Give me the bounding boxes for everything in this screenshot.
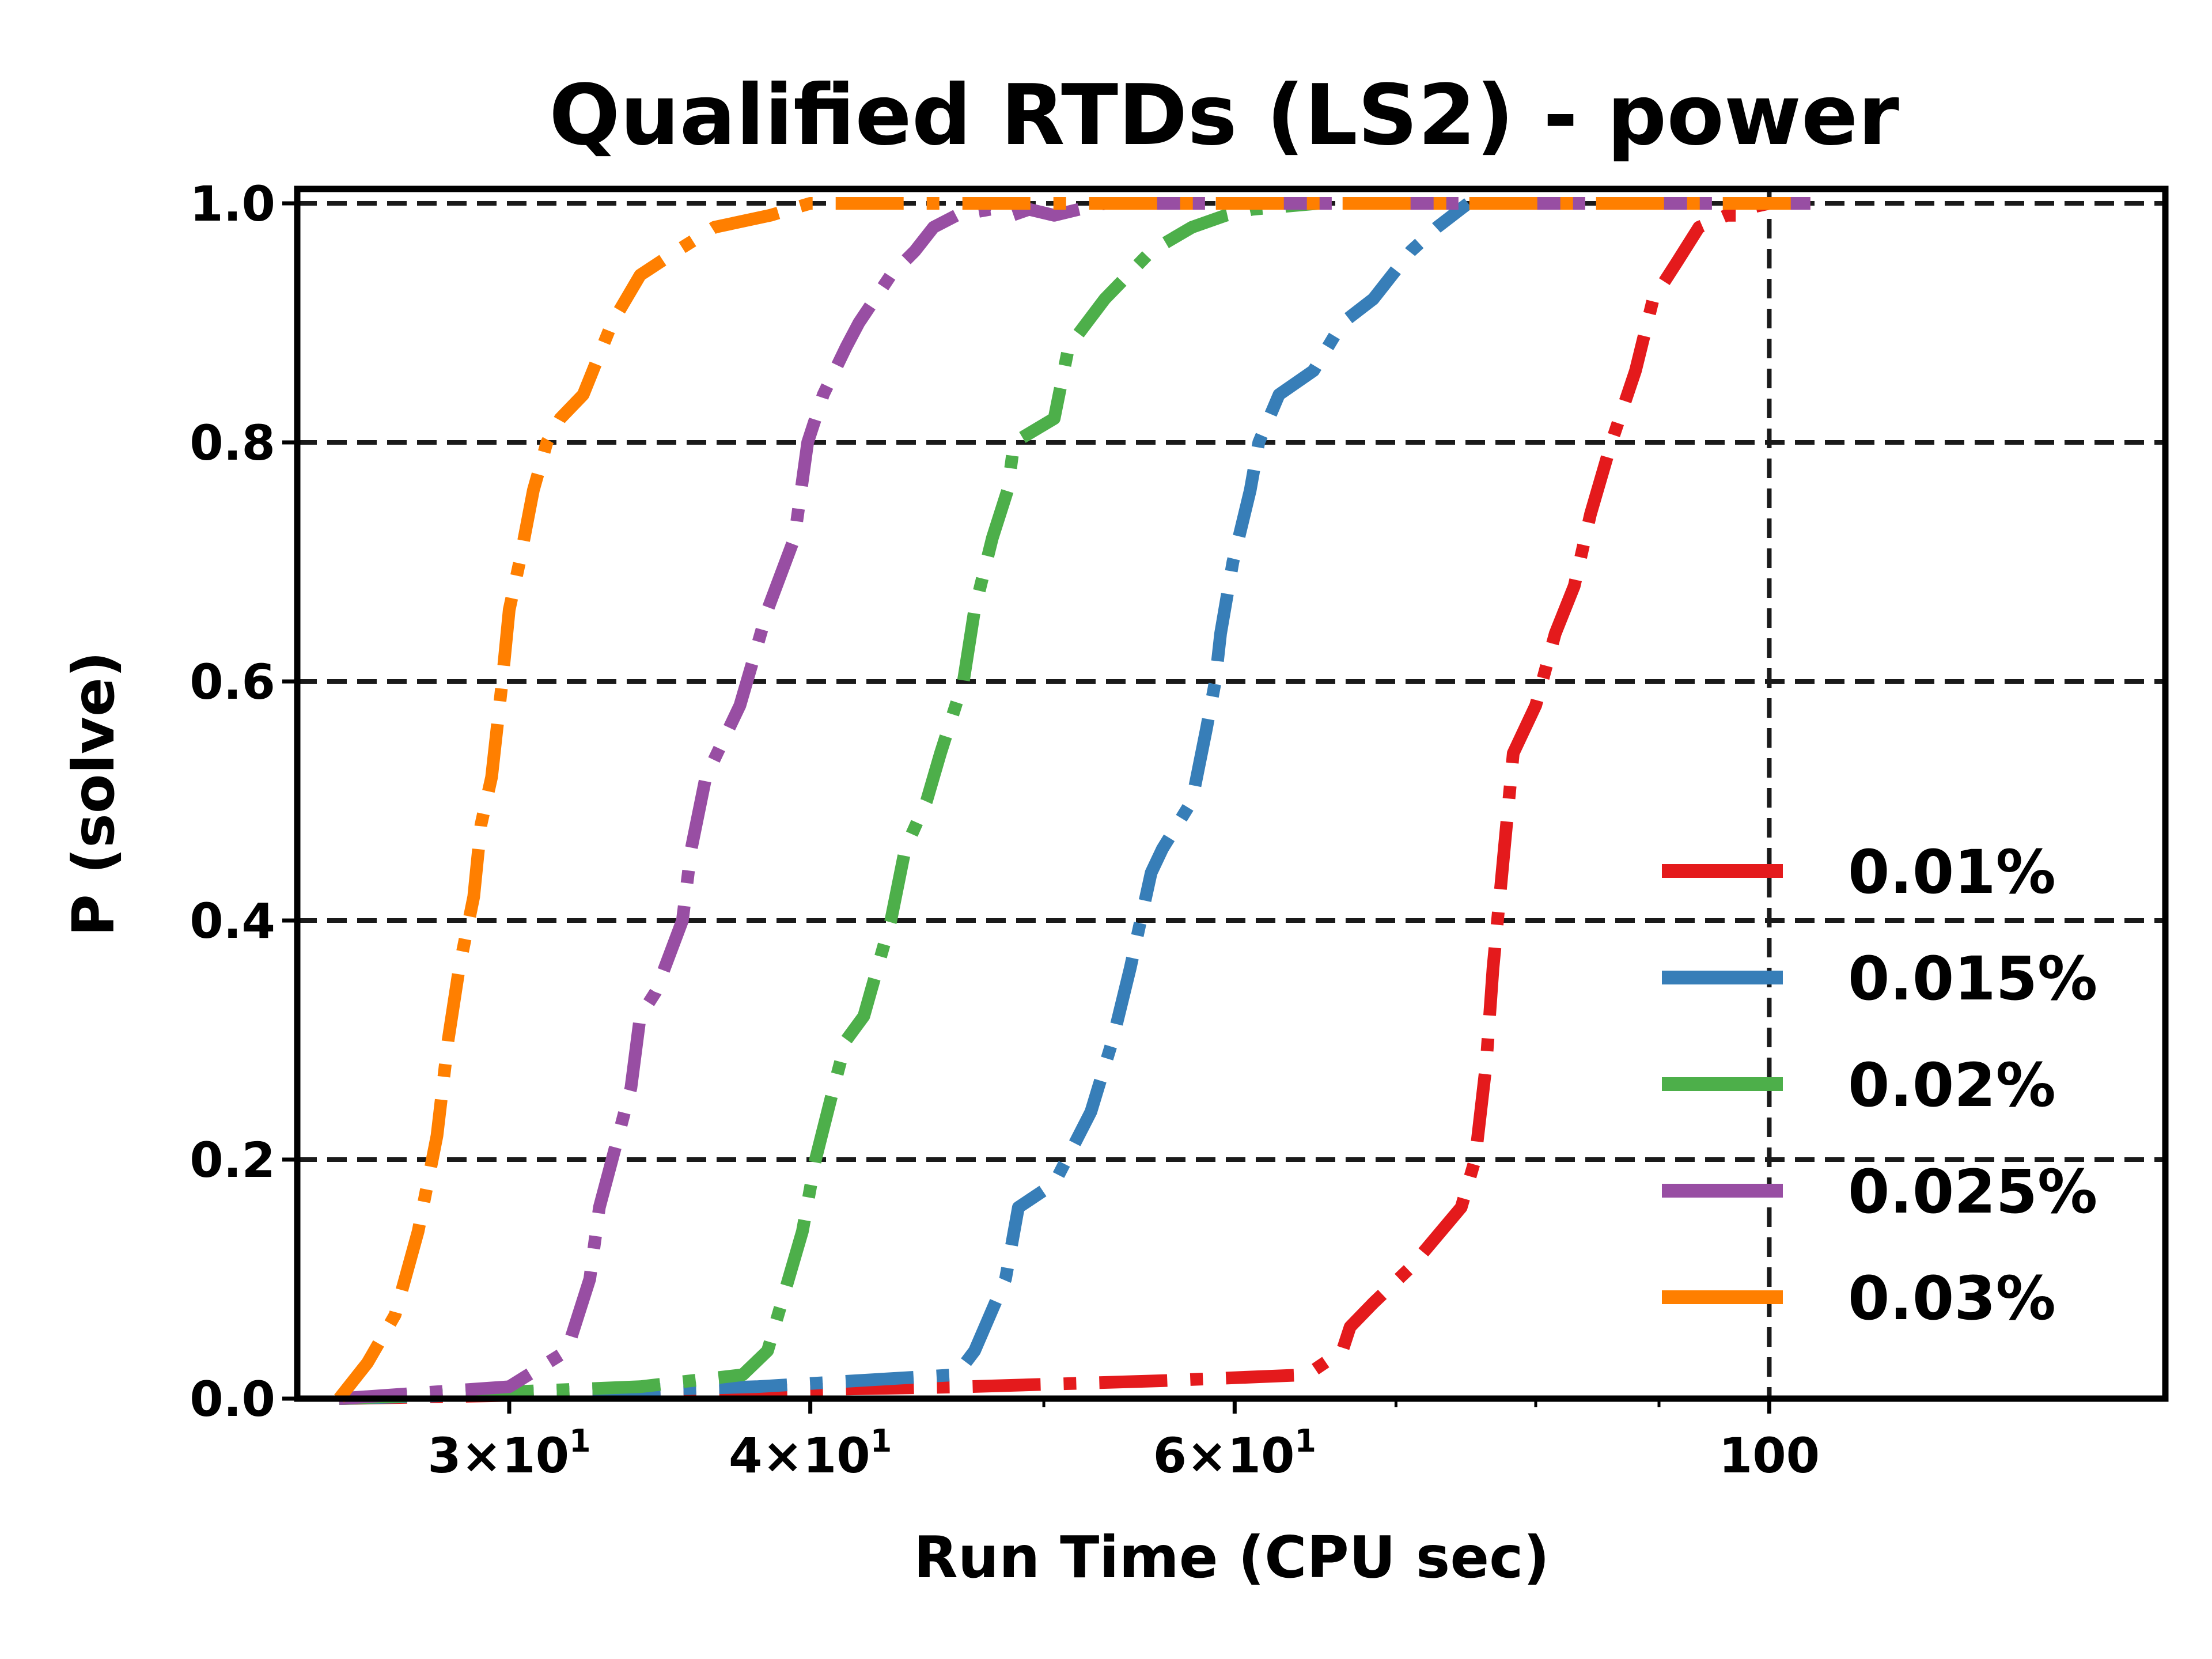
series-line-3 xyxy=(338,197,1810,1405)
x-tick-label: 4×101 xyxy=(729,1423,892,1484)
y-tick-label: 0.2 xyxy=(190,1132,275,1188)
legend-label: 0.025% xyxy=(1848,1157,2097,1227)
x-tick-exponent: 1 xyxy=(569,1423,591,1459)
legend-label: 0.02% xyxy=(1848,1050,2056,1120)
legend-item: 0.025% xyxy=(1662,1157,2097,1227)
y-tick-label: 0.0 xyxy=(190,1371,275,1427)
chart-title: Qualified RTDs (LS2) - power xyxy=(549,67,1899,164)
legend-item: 0.03% xyxy=(1662,1263,2056,1334)
x-tick-label: 6×101 xyxy=(1153,1423,1316,1484)
legend-item: 0.015% xyxy=(1662,944,2097,1014)
legend-label: 0.015% xyxy=(1848,944,2097,1014)
series-line-2 xyxy=(339,197,1319,1405)
x-tick-exponent: 1 xyxy=(870,1423,892,1459)
series-line-4 xyxy=(334,197,1810,1403)
x-tick-base: 6 xyxy=(1153,1427,1187,1484)
x-tick-label: 3×101 xyxy=(427,1423,590,1484)
y-tick-label: 0.6 xyxy=(190,654,275,710)
legend: 0.01% 0.015% 0.02% 0.025% 0.03% xyxy=(1662,837,2097,1334)
legend-label: 0.01% xyxy=(1848,837,2056,907)
x-tick-base: 3 xyxy=(427,1427,461,1484)
x-tick-exponent: 1 xyxy=(1294,1423,1316,1459)
x-tick-multiplier: ×10 xyxy=(762,1427,870,1484)
x-tick-label: 100 xyxy=(1719,1427,1820,1484)
x-tick-base: 4 xyxy=(729,1427,762,1484)
y-tick-label: 1.0 xyxy=(190,176,275,232)
x-tick-multiplier: ×10 xyxy=(461,1427,569,1484)
legend-label: 0.03% xyxy=(1848,1263,2056,1334)
series-line-0 xyxy=(339,197,1810,1405)
axis-ticks: 0.00.20.40.60.81.03×101 4×101 6×101 100 xyxy=(190,176,1820,1484)
x-axis-label: Run Time (CPU sec) xyxy=(914,1524,1550,1591)
legend-item: 0.01% xyxy=(1662,837,2056,907)
y-tick-label: 0.4 xyxy=(190,893,275,949)
plot-frame xyxy=(294,185,2169,1402)
series-lines xyxy=(334,197,1810,1405)
series-line-1 xyxy=(339,198,1472,1405)
x-tick-multiplier: ×10 xyxy=(1187,1427,1294,1484)
y-axis-label: P (solve) xyxy=(60,651,127,936)
legend-item: 0.02% xyxy=(1662,1050,2056,1120)
y-tick-label: 0.8 xyxy=(190,415,275,471)
